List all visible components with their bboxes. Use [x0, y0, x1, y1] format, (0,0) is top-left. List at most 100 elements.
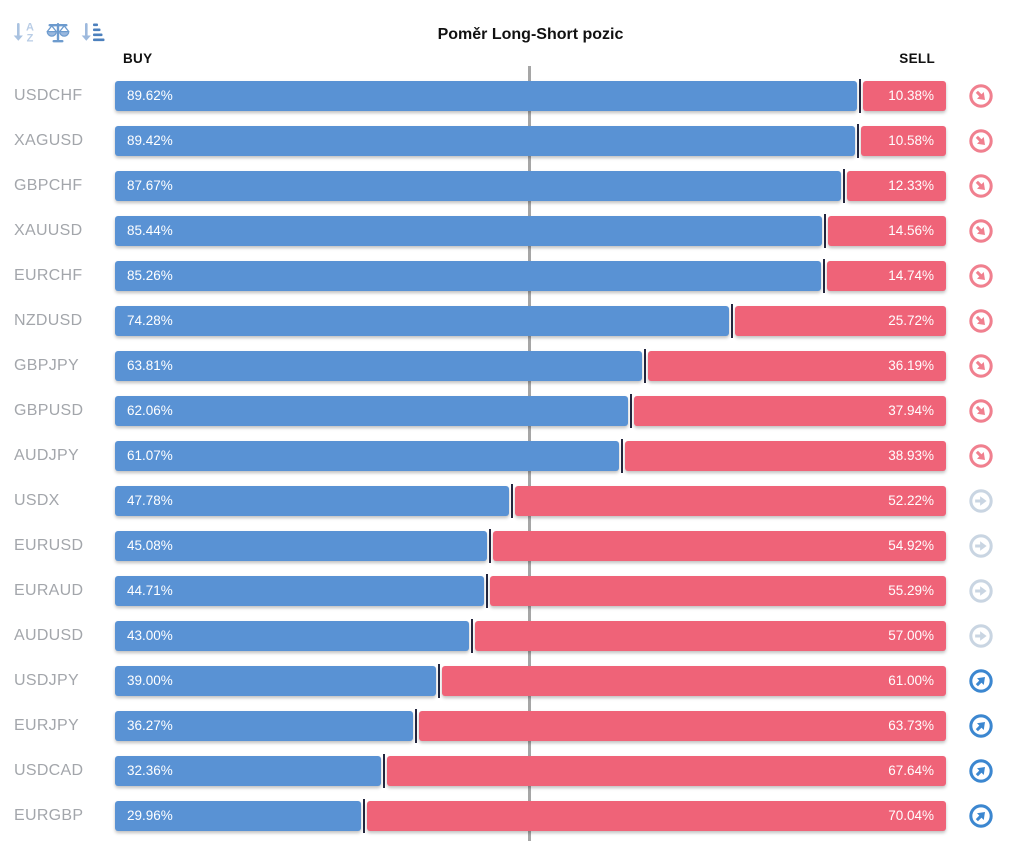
sell-bar[interactable]: 38.93%: [625, 441, 946, 471]
sell-column-header: SELL: [899, 51, 935, 66]
chart-title: Poměr Long-Short pozic: [437, 26, 624, 43]
chart-row: AUDUSD 43.00% 57.00%: [0, 619, 1017, 666]
buy-bar[interactable]: 45.08%: [115, 531, 487, 561]
chart-row: GBPUSD 62.06% 37.94%: [0, 394, 1017, 441]
sell-value: 37.94%: [888, 403, 934, 418]
buy-value: 45.08%: [127, 538, 173, 553]
bar-track: 47.78% 52.22%: [115, 484, 946, 518]
arrow-down-right-circle-icon[interactable]: [968, 173, 994, 199]
sell-value: 70.04%: [888, 808, 934, 823]
sell-bar[interactable]: 10.58%: [861, 126, 946, 156]
arrow-down-right-circle-icon[interactable]: [968, 83, 994, 109]
buy-bar[interactable]: 29.96%: [115, 801, 361, 831]
sell-bar[interactable]: 67.64%: [386, 756, 946, 786]
arrow-down-right-circle-icon[interactable]: [968, 128, 994, 154]
arrow-up-right-circle-icon[interactable]: [968, 713, 994, 739]
arrow-down-right-circle-icon[interactable]: [968, 308, 994, 334]
buy-bar[interactable]: 89.42%: [115, 126, 856, 156]
pair-label: EURCHF: [14, 267, 83, 284]
arrow-right-circle-icon[interactable]: [968, 623, 994, 649]
chart-row: NZDUSD 74.28% 25.72%: [0, 304, 1017, 351]
balance-scale-icon[interactable]: [44, 18, 72, 46]
arrow-up-right-circle-icon[interactable]: [968, 668, 994, 694]
buy-value: 61.07%: [127, 448, 173, 463]
bar-track: 29.96% 70.04%: [115, 799, 946, 833]
arrow-right-circle-icon[interactable]: [968, 578, 994, 604]
sell-bar[interactable]: 57.00%: [475, 621, 946, 651]
arrow-down-right-circle-icon[interactable]: [968, 353, 994, 379]
arrow-down-right-circle-icon[interactable]: [968, 218, 994, 244]
buy-value: 89.42%: [127, 133, 173, 148]
buy-bar[interactable]: 61.07%: [115, 441, 620, 471]
buy-bar[interactable]: 44.71%: [115, 576, 484, 606]
sell-bar[interactable]: 10.38%: [862, 81, 946, 111]
sell-bar[interactable]: 14.74%: [826, 261, 946, 291]
buy-value: 36.27%: [127, 718, 173, 733]
buy-bar[interactable]: 85.44%: [115, 216, 822, 246]
sell-bar[interactable]: 55.29%: [489, 576, 946, 606]
buy-value: 29.96%: [127, 808, 173, 823]
pair-label: EURUSD: [14, 537, 84, 554]
chart-row: USDX 47.78% 52.22%: [0, 484, 1017, 531]
bar-track: 89.62% 10.38%: [115, 79, 946, 113]
arrow-right-circle-icon[interactable]: [968, 488, 994, 514]
sort-alphabetical-icon[interactable]: A Z: [10, 18, 38, 46]
sell-value: 63.73%: [888, 718, 934, 733]
buy-bar[interactable]: 63.81%: [115, 351, 643, 381]
chart-row: EURAUD 44.71% 55.29%: [0, 574, 1017, 621]
sell-value: 10.38%: [888, 88, 934, 103]
buy-value: 44.71%: [127, 583, 173, 598]
buy-bar[interactable]: 85.26%: [115, 261, 821, 291]
pair-label: XAUUSD: [14, 222, 83, 239]
buy-bar[interactable]: 39.00%: [115, 666, 437, 696]
buy-bar[interactable]: 36.27%: [115, 711, 414, 741]
pair-label: AUDJPY: [14, 447, 79, 464]
arrow-up-right-circle-icon[interactable]: [968, 803, 994, 829]
buy-bar[interactable]: 87.67%: [115, 171, 841, 201]
buy-value: 89.62%: [127, 88, 173, 103]
sell-bar[interactable]: 12.33%: [846, 171, 946, 201]
sell-value: 55.29%: [888, 583, 934, 598]
buy-bar[interactable]: 32.36%: [115, 756, 381, 786]
chart-row: XAGUSD 89.42% 10.58%: [0, 124, 1017, 171]
bar-divider: [511, 484, 514, 518]
sell-bar[interactable]: 54.92%: [492, 531, 946, 561]
sell-value: 36.19%: [888, 358, 934, 373]
sort-amount-icon[interactable]: [78, 18, 106, 46]
sell-value: 54.92%: [888, 538, 934, 553]
sell-bar[interactable]: 63.73%: [419, 711, 946, 741]
sell-bar[interactable]: 70.04%: [366, 801, 946, 831]
buy-column-header: BUY: [123, 51, 153, 66]
sell-value: 57.00%: [888, 628, 934, 643]
chart-row: EURGBP 29.96% 70.04%: [0, 799, 1017, 846]
bar-track: 44.71% 55.29%: [115, 574, 946, 608]
arrow-down-right-circle-icon[interactable]: [968, 443, 994, 469]
arrow-down-right-circle-icon[interactable]: [968, 263, 994, 289]
chart-row: EURJPY 36.27% 63.73%: [0, 709, 1017, 756]
sell-value: 14.74%: [888, 268, 934, 283]
pair-label: USDCHF: [14, 87, 83, 104]
bar-divider: [858, 79, 861, 113]
pair-label: NZDUSD: [14, 312, 83, 329]
buy-bar[interactable]: 43.00%: [115, 621, 470, 651]
sell-bar[interactable]: 52.22%: [515, 486, 946, 516]
sell-bar[interactable]: 36.19%: [648, 351, 946, 381]
buy-bar[interactable]: 62.06%: [115, 396, 628, 426]
bar-track: 43.00% 57.00%: [115, 619, 946, 653]
buy-bar[interactable]: 47.78%: [115, 486, 510, 516]
arrow-down-right-circle-icon[interactable]: [968, 398, 994, 424]
sell-bar[interactable]: 61.00%: [442, 666, 946, 696]
sell-bar[interactable]: 25.72%: [735, 306, 946, 336]
sell-value: 61.00%: [888, 673, 934, 688]
sell-bar[interactable]: 37.94%: [633, 396, 946, 426]
buy-bar[interactable]: 89.62%: [115, 81, 857, 111]
sort-toolbar: A Z: [10, 18, 106, 46]
sell-bar[interactable]: 14.56%: [828, 216, 946, 246]
bar-track: 61.07% 38.93%: [115, 439, 946, 473]
arrow-right-circle-icon[interactable]: [968, 533, 994, 559]
buy-bar[interactable]: 74.28%: [115, 306, 730, 336]
arrow-up-right-circle-icon[interactable]: [968, 758, 994, 784]
bar-track: 74.28% 25.72%: [115, 304, 946, 338]
svg-text:Z: Z: [27, 33, 34, 45]
bar-divider: [621, 439, 624, 473]
